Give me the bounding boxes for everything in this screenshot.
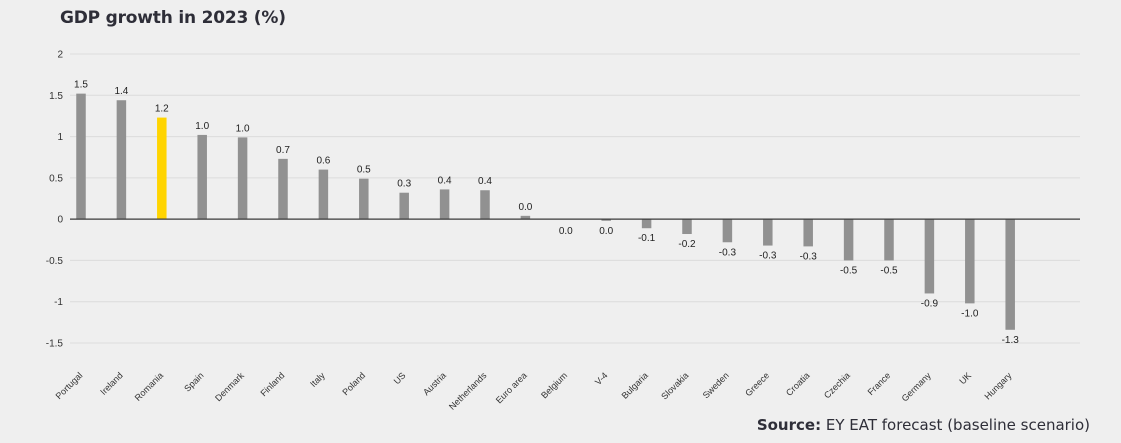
data-label: -0.3 bbox=[800, 251, 818, 262]
bar-slovakia bbox=[682, 219, 692, 235]
y-tick-label: -1.5 bbox=[46, 339, 64, 350]
data-label: -0.2 bbox=[678, 239, 696, 250]
x-tick-label: Denmark bbox=[213, 370, 246, 403]
x-tick-label: Germany bbox=[900, 370, 934, 404]
data-label: 0.6 bbox=[316, 156, 330, 167]
x-tick-label: V-4 bbox=[593, 370, 610, 387]
gridlines bbox=[70, 53, 1080, 344]
x-tick-label: Slovakia bbox=[659, 370, 690, 401]
data-label: -1.0 bbox=[961, 308, 979, 319]
data-label: -0.3 bbox=[759, 251, 777, 262]
bar-euro-area bbox=[520, 215, 531, 220]
x-tick-label: Ireland bbox=[98, 370, 125, 397]
data-label: -0.3 bbox=[719, 247, 737, 258]
bar-portugal bbox=[76, 93, 86, 220]
data-label: 0.4 bbox=[438, 175, 452, 186]
bar-croatia bbox=[803, 219, 813, 247]
chart-title: GDP growth in 2023 (%) bbox=[60, 8, 286, 28]
x-tick-label: Romania bbox=[133, 370, 166, 403]
bar-hungary bbox=[1005, 219, 1015, 330]
y-tick-label: 1.5 bbox=[49, 91, 63, 102]
bar-france bbox=[884, 219, 894, 261]
x-tick-label: Greece bbox=[743, 370, 771, 398]
data-label: 1.2 bbox=[155, 104, 169, 115]
x-tick-label: Bulgaria bbox=[620, 370, 650, 400]
data-labels: 1.5 1.4 1.2 1.0 1.0 0.7 0.6 0.5 0.3 0.4 0.4 0.0 0.0 0… bbox=[74, 80, 1019, 346]
data-label: -0.5 bbox=[880, 265, 898, 276]
y-tick-label: -1 bbox=[54, 297, 63, 308]
bar-italy bbox=[318, 169, 329, 220]
y-tick-label: 0.5 bbox=[49, 173, 63, 184]
x-tick-label: Belgium bbox=[539, 370, 569, 400]
x-tick-label: UK bbox=[957, 370, 973, 386]
bar-sweden bbox=[722, 219, 733, 243]
bar-czechia bbox=[843, 219, 854, 261]
y-axis-ticks: 2 1.5 1 0.5 0 -0.5 -1 -1.5 bbox=[46, 50, 64, 350]
x-tick-label: Croatia bbox=[784, 370, 812, 398]
data-label: -0.9 bbox=[921, 298, 939, 309]
bar-bulgaria bbox=[641, 219, 652, 229]
data-label: 0.0 bbox=[518, 202, 532, 213]
bar-uk bbox=[965, 219, 975, 304]
bar-greece bbox=[763, 219, 773, 246]
source-text: EY EAT forecast (baseline scenario) bbox=[825, 416, 1090, 434]
x-tick-label: Sweden bbox=[701, 370, 731, 400]
bars bbox=[76, 93, 1015, 330]
x-tick-label: France bbox=[866, 370, 893, 397]
data-label: 1.4 bbox=[114, 86, 128, 97]
x-tick-label: Hungary bbox=[982, 370, 1013, 401]
bar-netherlands bbox=[480, 190, 490, 220]
data-label: 1.0 bbox=[195, 121, 209, 132]
data-label: -0.1 bbox=[638, 233, 656, 244]
x-tick-label: Poland bbox=[340, 370, 367, 397]
x-tick-label: Netherlands bbox=[447, 370, 489, 412]
data-label: 1.5 bbox=[74, 80, 88, 91]
data-label: 0.5 bbox=[357, 165, 371, 176]
y-tick-label: -0.5 bbox=[46, 256, 64, 267]
y-tick-label: 2 bbox=[57, 50, 63, 61]
data-label: 0.4 bbox=[478, 176, 492, 187]
x-tick-label: US bbox=[392, 370, 408, 386]
bar-germany bbox=[924, 219, 935, 294]
x-axis-ticks: Portugal Ireland Romania Spain Denmark Finlan… bbox=[54, 370, 1014, 412]
data-label: 0.0 bbox=[559, 226, 573, 237]
x-tick-label: Austria bbox=[421, 370, 448, 397]
x-tick-label: Portugal bbox=[54, 370, 85, 401]
x-tick-label: Italy bbox=[308, 370, 327, 389]
bar-us bbox=[399, 192, 409, 220]
bar-spain bbox=[197, 134, 207, 220]
bar-austria bbox=[439, 189, 450, 220]
x-tick-label: Czechia bbox=[822, 370, 852, 400]
bar-poland bbox=[359, 178, 369, 220]
x-tick-label: Finland bbox=[258, 370, 286, 398]
x-tick-label: Spain bbox=[182, 370, 205, 393]
bar-romania bbox=[157, 117, 167, 220]
y-tick-label: 1 bbox=[57, 132, 63, 143]
data-label: 0.7 bbox=[276, 145, 290, 156]
data-label: 1.0 bbox=[236, 123, 250, 134]
bar-denmark bbox=[237, 137, 248, 220]
x-tick-label: Euro area bbox=[494, 370, 529, 405]
bar-finland bbox=[278, 158, 288, 220]
data-label: -1.3 bbox=[1002, 335, 1020, 346]
bar-v-4 bbox=[601, 219, 611, 221]
data-label: 0.0 bbox=[599, 226, 613, 237]
y-tick-label: 0 bbox=[57, 215, 63, 226]
source-note: Source: EY EAT forecast (baseline scenar… bbox=[757, 416, 1090, 434]
data-label: -0.5 bbox=[840, 265, 858, 276]
source-label: Source: bbox=[756, 416, 822, 434]
bar-ireland bbox=[116, 100, 127, 220]
data-label: 0.3 bbox=[397, 179, 411, 190]
